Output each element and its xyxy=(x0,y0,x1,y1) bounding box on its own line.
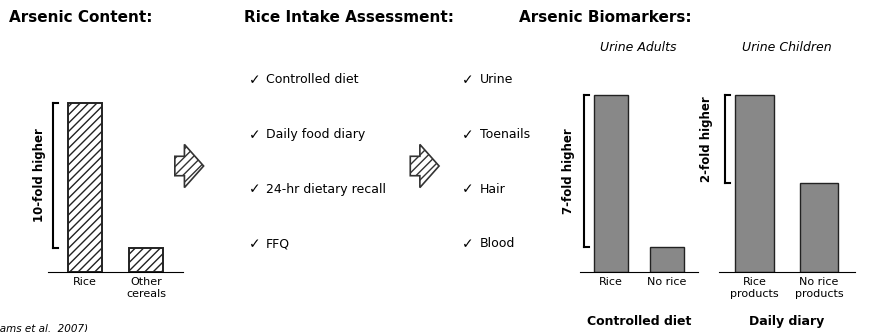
Bar xyxy=(800,183,839,272)
Bar xyxy=(735,95,774,272)
Text: ✓: ✓ xyxy=(462,237,473,251)
Text: Controlled diet: Controlled diet xyxy=(587,315,691,328)
Text: Hair: Hair xyxy=(480,183,506,196)
Text: 2-fold higher: 2-fold higher xyxy=(700,96,713,182)
Text: ✓: ✓ xyxy=(462,183,473,197)
Text: ✓: ✓ xyxy=(249,237,260,251)
Text: ✓: ✓ xyxy=(249,128,260,142)
Text: 7-fold higher: 7-fold higher xyxy=(562,128,576,213)
Bar xyxy=(594,95,628,272)
Text: ✓: ✓ xyxy=(462,128,473,142)
Title: Urine Adults: Urine Adults xyxy=(601,41,677,54)
Text: ✓: ✓ xyxy=(249,183,260,197)
Text: Toenails: Toenails xyxy=(480,128,529,141)
Text: Arsenic Biomarkers:: Arsenic Biomarkers: xyxy=(519,10,691,25)
Bar xyxy=(68,103,102,272)
Bar xyxy=(129,248,163,272)
Text: Daily diary: Daily diary xyxy=(749,315,825,328)
Text: Blood: Blood xyxy=(480,237,515,250)
Text: FFQ: FFQ xyxy=(266,237,290,250)
Text: 10-fold higher: 10-fold higher xyxy=(33,128,46,222)
Text: (Williams et al.  2007): (Williams et al. 2007) xyxy=(0,324,88,332)
Text: ✓: ✓ xyxy=(462,73,473,87)
Text: Arsenic Content:: Arsenic Content: xyxy=(9,10,153,25)
Text: Rice Intake Assessment:: Rice Intake Assessment: xyxy=(244,10,454,25)
Text: Urine: Urine xyxy=(480,73,513,86)
Text: Controlled diet: Controlled diet xyxy=(266,73,358,86)
Text: 24-hr dietary recall: 24-hr dietary recall xyxy=(266,183,386,196)
Text: ✓: ✓ xyxy=(249,73,260,87)
Text: Daily food diary: Daily food diary xyxy=(266,128,365,141)
Title: Urine Children: Urine Children xyxy=(742,41,832,54)
Bar xyxy=(650,247,684,272)
